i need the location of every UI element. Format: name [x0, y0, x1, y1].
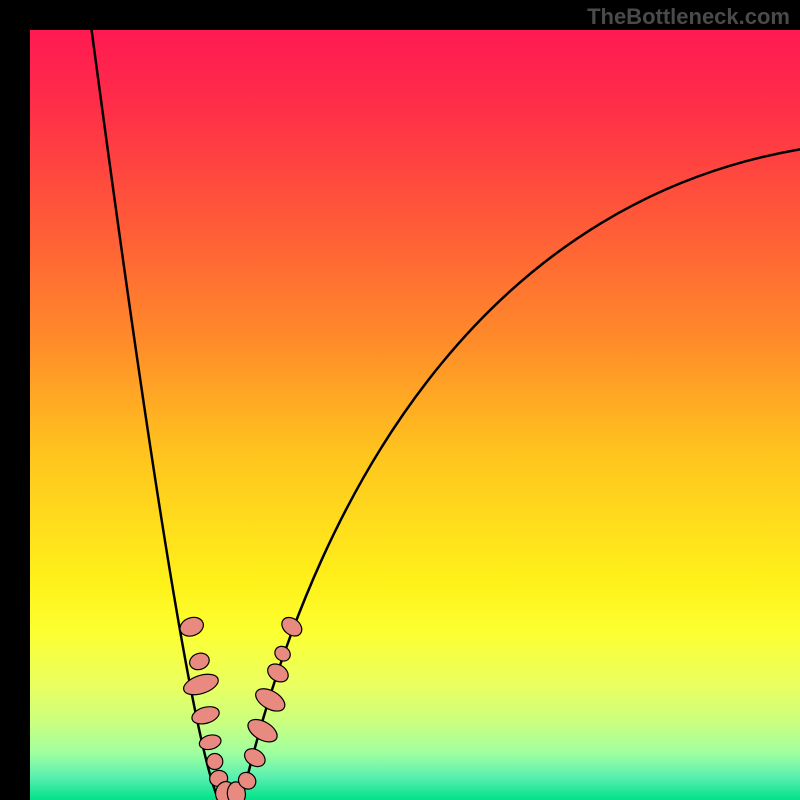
plot-svg	[30, 30, 800, 800]
marker-12	[252, 684, 289, 716]
marker-15	[278, 614, 305, 640]
watermark-text: TheBottleneck.com	[587, 4, 790, 30]
marker-5	[207, 754, 223, 770]
plot-area	[30, 30, 800, 800]
chart-container: TheBottleneck.com	[0, 0, 800, 800]
marker-10	[241, 745, 268, 770]
marker-14	[272, 643, 293, 664]
marker-13	[264, 660, 291, 685]
marker-group	[177, 614, 305, 800]
marker-1	[187, 650, 211, 672]
